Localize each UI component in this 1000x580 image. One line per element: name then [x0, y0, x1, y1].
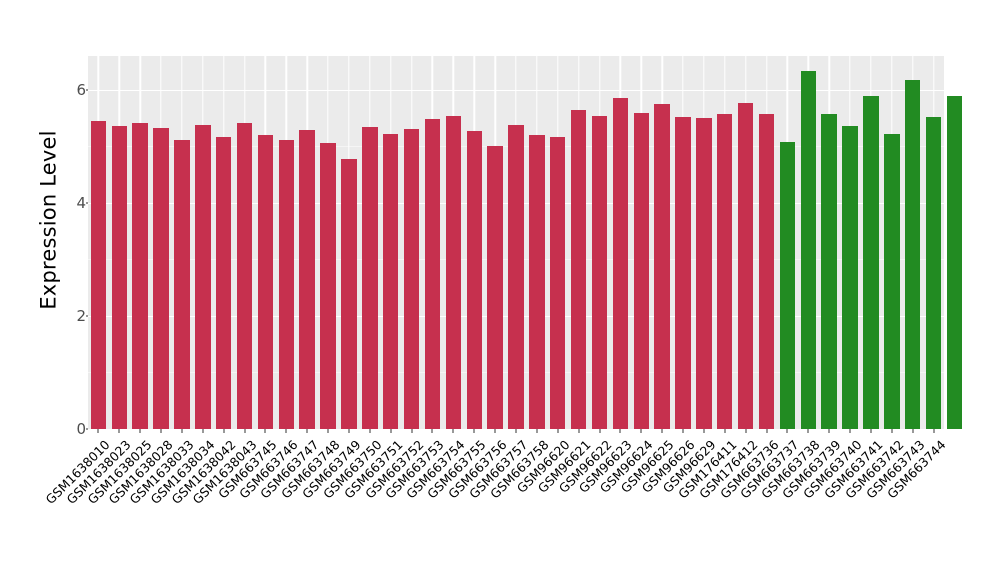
bar[interactable]: [717, 114, 733, 429]
bar[interactable]: [758, 114, 775, 429]
x-tick-mark: [97, 429, 99, 433]
x-tick-mark: [557, 429, 559, 433]
bar-series: [88, 56, 963, 429]
x-tick-mark: [870, 429, 872, 433]
bar[interactable]: [633, 112, 649, 429]
bar[interactable]: [90, 121, 107, 429]
bar[interactable]: [111, 126, 128, 429]
x-tick-mark: [619, 429, 621, 433]
x-tick-mark: [578, 429, 580, 433]
bar[interactable]: [863, 95, 879, 429]
x-tick-mark: [306, 429, 308, 433]
bar[interactable]: [383, 134, 399, 429]
x-tick-mark: [703, 429, 705, 433]
x-tick-mark: [348, 429, 350, 433]
x-axis: GSM1638010 GSM1638023 GSM1638025 GSM1638028…: [43, 429, 948, 580]
bar[interactable]: [842, 125, 858, 429]
bar[interactable]: [591, 116, 608, 429]
x-tick-mark: [849, 429, 851, 433]
bar[interactable]: [132, 122, 148, 429]
x-tick-mark: [202, 429, 204, 433]
bar[interactable]: [445, 115, 462, 429]
bar[interactable]: [195, 124, 211, 429]
bar[interactable]: [884, 134, 900, 429]
bar[interactable]: [946, 96, 963, 429]
bar[interactable]: [550, 136, 566, 429]
y-tick-label: 0: [76, 420, 86, 438]
x-tick-mark: [766, 429, 768, 433]
x-tick-mark: [118, 429, 120, 433]
x-tick-mark: [661, 429, 663, 433]
bar[interactable]: [925, 117, 942, 429]
bar[interactable]: [654, 104, 670, 429]
y-tick-label: 2: [76, 306, 86, 325]
bar[interactable]: [800, 71, 816, 429]
bar[interactable]: [466, 130, 482, 429]
y-axis: 0 2 4 6: [56, 0, 90, 440]
bar[interactable]: [904, 79, 921, 429]
x-tick-mark: [473, 429, 475, 433]
bar[interactable]: [737, 102, 754, 429]
x-tick-mark: [640, 429, 642, 433]
x-tick-mark: [452, 429, 454, 433]
x-tick-mark: [828, 429, 830, 433]
x-tick-mark: [891, 429, 893, 433]
bar[interactable]: [174, 140, 190, 429]
bar[interactable]: [570, 109, 587, 429]
x-tick-mark: [285, 429, 287, 433]
x-tick-mark: [181, 429, 183, 433]
x-tick-mark: [807, 429, 809, 433]
x-tick-mark: [682, 429, 684, 433]
x-tick-mark: [515, 429, 517, 433]
x-tick-mark: [411, 429, 413, 433]
bar[interactable]: [341, 159, 357, 429]
bar[interactable]: [215, 136, 232, 429]
x-tick-mark: [244, 429, 246, 433]
x-tick-mark: [223, 429, 225, 433]
bar[interactable]: [821, 113, 837, 429]
plot-panel: [88, 56, 963, 431]
bar[interactable]: [487, 146, 503, 429]
x-tick-mark: [160, 429, 162, 433]
bar[interactable]: [403, 128, 420, 429]
x-tick-mark: [599, 429, 600, 433]
bar[interactable]: [696, 118, 712, 429]
bar[interactable]: [675, 117, 691, 429]
x-tick-mark: [139, 429, 141, 433]
x-tick-mark: [912, 429, 914, 433]
bar[interactable]: [153, 127, 169, 429]
bar[interactable]: [508, 124, 524, 429]
bar[interactable]: [257, 134, 274, 429]
y-tick-label: 6: [76, 80, 86, 99]
x-tick-mark: [724, 429, 726, 433]
x-tick-mark: [327, 429, 329, 433]
bar[interactable]: [236, 123, 253, 429]
bar[interactable]: [299, 130, 315, 429]
bar[interactable]: [362, 127, 378, 429]
bar[interactable]: [779, 141, 796, 429]
x-tick-mark: [745, 429, 747, 433]
x-tick-mark: [431, 429, 433, 433]
bar[interactable]: [278, 140, 295, 429]
bar[interactable]: [529, 135, 545, 429]
bar[interactable]: [424, 118, 441, 429]
x-tick-mark: [786, 429, 788, 433]
x-tick-mark: [933, 429, 935, 433]
x-tick-mark: [369, 429, 371, 433]
bar[interactable]: [320, 143, 336, 429]
x-tick-mark: [390, 429, 392, 433]
x-tick-mark: [494, 429, 496, 433]
y-tick-label: 4: [76, 193, 86, 212]
bar[interactable]: [612, 98, 629, 429]
x-tick-mark: [264, 429, 266, 433]
x-tick-mark: [536, 429, 538, 433]
